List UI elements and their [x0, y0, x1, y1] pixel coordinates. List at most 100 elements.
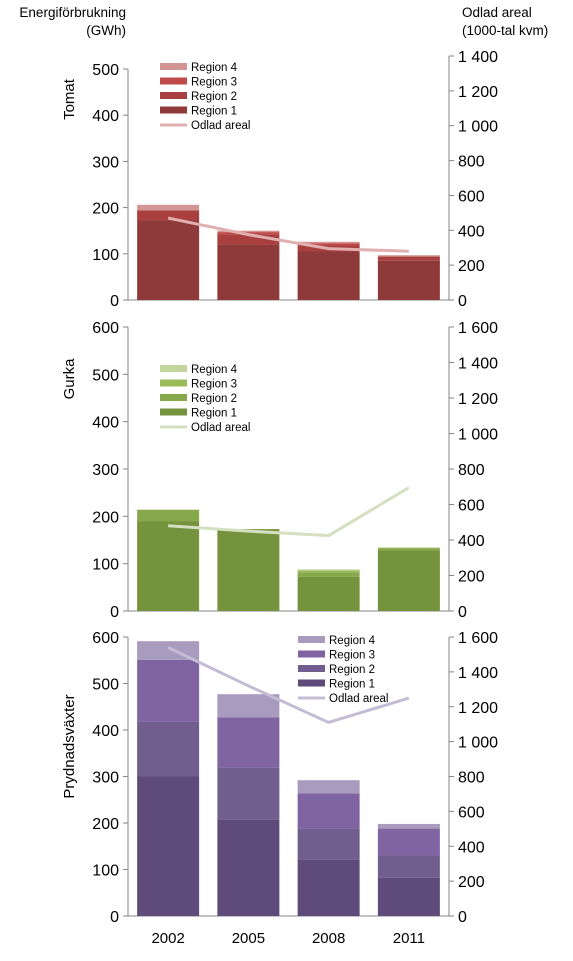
panel-gurka-bar-2011-region-2: [377, 548, 440, 551]
panel-tomat-legend-swatch-region-4: [160, 63, 187, 70]
panel-pryd-bar-2005-region-3: [217, 717, 280, 768]
panel-pryd-ytick-label: 600: [92, 630, 119, 647]
x-tick-label-2008: 2008: [312, 930, 345, 947]
panel-gurka-bar-2002-region-2: [137, 509, 200, 522]
panel-tomat-y2tick-label: 600: [458, 188, 485, 205]
panel-tomat-line-odlad-areal: [167, 216, 409, 253]
panel-tomat-bar-2002-region-1: [137, 220, 200, 300]
panel-gurka-legend-swatch-region-3: [160, 379, 187, 387]
panel-gurka-bar-2011-region-3: [377, 547, 440, 549]
right-axis-title-line2: (1000-tal kvm): [462, 23, 549, 38]
panel-tomat-bar-2008-region-1: [297, 251, 360, 300]
panel-tomat-bar-2005-region-2: [217, 234, 280, 245]
panel-tomat-legend-swatch-region-2: [160, 92, 187, 99]
panel-gurka-bar-2008-region-3: [297, 570, 360, 573]
panel-gurka-y2tick-label: 600: [458, 498, 485, 515]
panel-pryd-bar-2011-region-4: [377, 823, 440, 829]
panel-gurka-y2tick-label: 1 400: [458, 356, 498, 373]
panel-pryd-legend-swatch-region-3: [298, 650, 325, 658]
panel-gurka-bar-2008-region-4: [297, 569, 360, 571]
panel-pryd-bar-2011-region-2: [377, 855, 440, 878]
panel-tomat-legend-label-region-4: Region 4: [191, 62, 238, 74]
panel-tomat-bar-2002-region-2: [137, 210, 200, 221]
panel-pryd-bar-2008-region-1: [297, 859, 360, 916]
panel-tomat-y2tick-label: 1 400: [458, 49, 498, 66]
panel-gurka-y2tick-label: 0: [458, 604, 467, 621]
panel-gurka-y2tick-label: 1 600: [458, 320, 498, 337]
panel-pryd-ytick-label: 200: [92, 816, 119, 833]
panel-tomat-bar-2005-region-4: [217, 230, 280, 233]
panel-pryd-y2tick-label: 600: [458, 804, 485, 821]
panel-pryd-bar-2011-region-3: [377, 828, 440, 856]
panel-pryd-legend-label-region-4: Region 4: [329, 635, 376, 647]
panel-pryd-line-odlad-areal: [167, 646, 410, 725]
panel-tomat-bar-2011-region-1: [377, 260, 440, 300]
panel-tomat-bar-2011-region-4: [377, 255, 440, 257]
panel-tomat-legend-swatch-region-3: [160, 77, 187, 85]
panel-pryd-y2tick-label: 1 400: [458, 665, 498, 682]
panel-pryd-bar-2008-region-2: [297, 828, 360, 860]
panel-tomat-title: Tomat: [61, 78, 78, 120]
panel-gurka-ytick-label: 100: [92, 557, 119, 574]
panel-tomat-legend-label-odlad-areal: Odlad areal: [191, 120, 250, 132]
panel-tomat-bar-2011-region-2: [377, 256, 440, 261]
panel-pryd-bar-2005-region-1: [217, 819, 280, 916]
panel-tomat-legend-swatch-region-1: [160, 106, 187, 114]
panel-gurka-legend-label-odlad-areal: Odlad areal: [191, 422, 250, 434]
panel-tomat-bar-2005-region-1: [217, 244, 280, 300]
panel-tomat-ytick-label: 0: [110, 293, 119, 310]
panel-pryd-legend-swatch-region-1: [298, 679, 325, 687]
x-tick-label-2002: 2002: [151, 930, 184, 947]
panel-pryd-y2tick-label: 400: [458, 839, 485, 856]
panel-tomat-y2tick-label: 800: [458, 154, 485, 171]
panel-pryd-bar-2008-region-3: [297, 793, 360, 829]
left-axis-title-line1: Energiförbrukning: [19, 5, 126, 20]
panel-gurka-ytick-label: 300: [92, 462, 119, 479]
panel-gurka-y2tick-label: 200: [458, 569, 485, 586]
panel-pryd-legend-swatch-region-2: [298, 665, 325, 672]
panel-pryd-ytick-label: 300: [92, 770, 119, 787]
panel-tomat-y2tick-label: 1 200: [458, 84, 498, 101]
panel-pryd-ytick-label: 100: [92, 863, 119, 880]
panel-gurka-bar-2008-region-1: [297, 576, 360, 611]
panel-pryd-ytick-label: 0: [110, 909, 119, 926]
panel-pryd-ytick-label: 500: [92, 677, 119, 694]
panel-pryd-y2tick-label: 0: [458, 909, 467, 926]
panel-pryd-title: Prydnadsväxter: [61, 694, 78, 798]
panel-tomat-ytick-label: 100: [92, 247, 119, 264]
panel-tomat-legend-label-region-1: Region 1: [191, 106, 237, 118]
panel-tomat-ytick-label: 200: [92, 201, 119, 218]
panel-tomat-y2tick-label: 0: [458, 293, 467, 310]
panel-tomat-legend-label-region-3: Region 3: [191, 77, 237, 89]
panel-gurka-bar-2002-region-1: [137, 521, 200, 611]
panel-pryd-ytick-label: 400: [92, 723, 119, 740]
panel-gurka-legend-label-region-4: Region 4: [191, 364, 238, 376]
x-tick-label-2011: 2011: [393, 930, 425, 947]
panel-tomat-ytick-label: 400: [92, 108, 119, 125]
panel-pryd-bar-2005-region-2: [217, 767, 280, 820]
panel-gurka-legend-label-region-3: Region 3: [191, 379, 237, 391]
panel-gurka-ytick-label: 0: [110, 604, 119, 621]
panel-pryd-bar-2008-region-4: [297, 780, 360, 794]
panel-gurka-legend-label-region-2: Region 2: [191, 393, 237, 405]
panel-pryd-y2tick-label: 1 200: [458, 700, 498, 717]
panel-tomat-bar-2008-region-3: [297, 243, 360, 246]
panel-gurka-y2tick-label: 400: [458, 533, 485, 550]
left-axis-title-line2: (GWh): [86, 23, 126, 38]
panel-gurka-legend-label-region-1: Region 1: [191, 408, 237, 420]
panel-pryd-legend-label-region-3: Region 3: [329, 650, 375, 662]
panel-pryd-legend-label-odlad-areal: Odlad areal: [329, 693, 388, 705]
left-axis-title: Energiförbrukning (GWh): [6, 4, 126, 40]
panel-gurka-legend-swatch-region-2: [160, 394, 187, 401]
panel-pryd-legend-label-region-1: Region 1: [329, 679, 375, 691]
right-axis-title-line1: Odlad areal: [462, 5, 532, 20]
panel-tomat-y2tick-label: 200: [458, 258, 485, 275]
panel-gurka-y2tick-label: 1 000: [458, 427, 498, 444]
panel-pryd-y2tick-label: 1 600: [458, 630, 498, 647]
x-tick-label-2005: 2005: [232, 930, 265, 947]
panel-gurka-ytick-label: 600: [92, 320, 119, 337]
panel-gurka-ytick-label: 400: [92, 415, 119, 432]
panel-gurka-legend-swatch-region-1: [160, 408, 187, 416]
panel-gurka-ytick-label: 500: [92, 367, 119, 384]
